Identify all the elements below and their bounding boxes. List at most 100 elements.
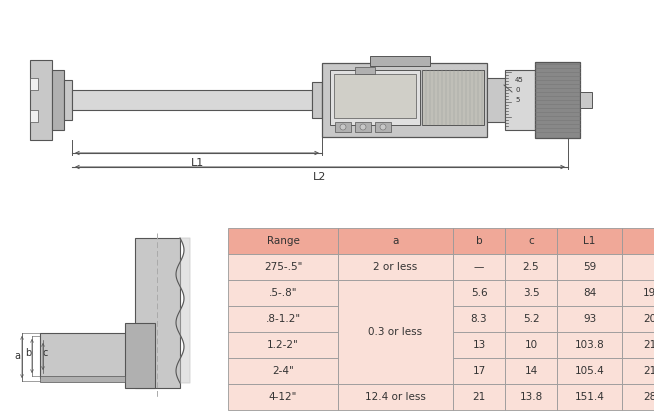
Text: 14: 14 [525, 366, 538, 376]
Bar [453, 254, 505, 280]
Text: a: a [392, 236, 399, 246]
Bar [453, 384, 505, 410]
Text: 0.3 or less: 0.3 or less [368, 327, 422, 337]
Bar [453, 306, 505, 332]
Bar [228, 332, 338, 358]
Bar [505, 70, 535, 130]
Text: 103.8: 103.8 [575, 340, 604, 350]
Text: —: — [473, 262, 484, 272]
Bar [505, 280, 557, 306]
Text: 59: 59 [583, 262, 596, 272]
Bar [505, 228, 557, 254]
Bar [557, 254, 622, 280]
Text: 2.5: 2.5 [523, 262, 540, 272]
Bar [338, 280, 453, 384]
Circle shape [340, 124, 346, 130]
Text: 8.3: 8.3 [471, 314, 487, 324]
Text: 3.5: 3.5 [523, 288, 540, 298]
Bar [505, 332, 557, 358]
Bar [40, 333, 150, 378]
Text: 151.4: 151.4 [575, 392, 604, 402]
Text: 5: 5 [515, 97, 519, 103]
Bar [453, 332, 505, 358]
Bar [125, 323, 155, 388]
Text: a: a [14, 351, 20, 361]
Bar [622, 306, 654, 332]
Bar [338, 384, 453, 410]
Bar [422, 70, 484, 125]
Bar [228, 254, 338, 280]
Bar [622, 280, 654, 306]
Bar [335, 122, 351, 132]
Text: 17: 17 [472, 366, 486, 376]
Text: 45: 45 [515, 77, 524, 83]
Bar [557, 332, 622, 358]
Polygon shape [176, 238, 190, 383]
Text: 5.6: 5.6 [471, 288, 487, 298]
Bar [228, 228, 338, 254]
Bar [64, 80, 72, 120]
Bar [505, 358, 557, 384]
Text: 0: 0 [515, 87, 519, 93]
Text: 2-4": 2-4" [272, 366, 294, 376]
Bar [334, 74, 416, 118]
Text: L1: L1 [190, 158, 203, 168]
Text: 219.6-232.6: 219.6-232.6 [644, 366, 654, 376]
Bar [557, 306, 622, 332]
Bar [135, 238, 180, 388]
Text: .5-.8": .5-.8" [269, 288, 298, 298]
Bar [52, 70, 64, 130]
Bar [355, 122, 371, 132]
Bar [375, 122, 391, 132]
Bar [557, 358, 622, 384]
Bar [30, 60, 52, 140]
Bar [505, 254, 557, 280]
Bar [487, 78, 505, 122]
Text: 10: 10 [525, 340, 538, 350]
Text: c: c [528, 236, 534, 246]
Text: 5.2: 5.2 [523, 314, 540, 324]
Circle shape [360, 124, 366, 130]
Bar [622, 228, 654, 254]
Bar [40, 376, 125, 382]
Text: 275-.5": 275-.5" [264, 262, 302, 272]
Text: 214.7-224.7: 214.7-224.7 [644, 340, 654, 350]
Text: c: c [43, 348, 48, 358]
Bar [322, 63, 487, 137]
Text: L2: L2 [313, 172, 327, 182]
Text: 93: 93 [583, 314, 596, 324]
Bar [505, 306, 557, 332]
Bar [535, 62, 580, 138]
Bar [30, 110, 38, 122]
Text: Range: Range [267, 236, 300, 246]
Bar [30, 78, 38, 90]
Text: 84: 84 [583, 288, 596, 298]
Text: 197.5-201.5: 197.5-201.5 [644, 288, 654, 298]
Bar [580, 92, 592, 108]
Bar [330, 70, 420, 125]
Bar [228, 280, 338, 306]
Bar [557, 228, 622, 254]
Bar [228, 306, 338, 332]
Text: b: b [25, 348, 31, 358]
Bar [622, 254, 654, 280]
Text: 206.9-211.9: 206.9-211.9 [644, 314, 654, 324]
Bar [505, 384, 557, 410]
Bar [622, 358, 654, 384]
Text: 21: 21 [472, 392, 486, 402]
Text: 2 or less: 2 or less [373, 262, 418, 272]
Text: L1: L1 [583, 236, 596, 246]
Text: 105.4: 105.4 [575, 366, 604, 376]
Bar [453, 280, 505, 306]
Bar [228, 358, 338, 384]
Bar [228, 384, 338, 410]
Text: .8-1.2": .8-1.2" [266, 314, 301, 324]
Bar [622, 384, 654, 410]
Bar [622, 332, 654, 358]
Text: 13.8: 13.8 [519, 392, 543, 402]
Text: 175-177: 175-177 [653, 262, 654, 272]
Text: 1.2-2": 1.2-2" [267, 340, 299, 350]
Bar [72, 90, 312, 110]
Bar [557, 280, 622, 306]
Text: 286.3-311.3: 286.3-311.3 [644, 392, 654, 402]
